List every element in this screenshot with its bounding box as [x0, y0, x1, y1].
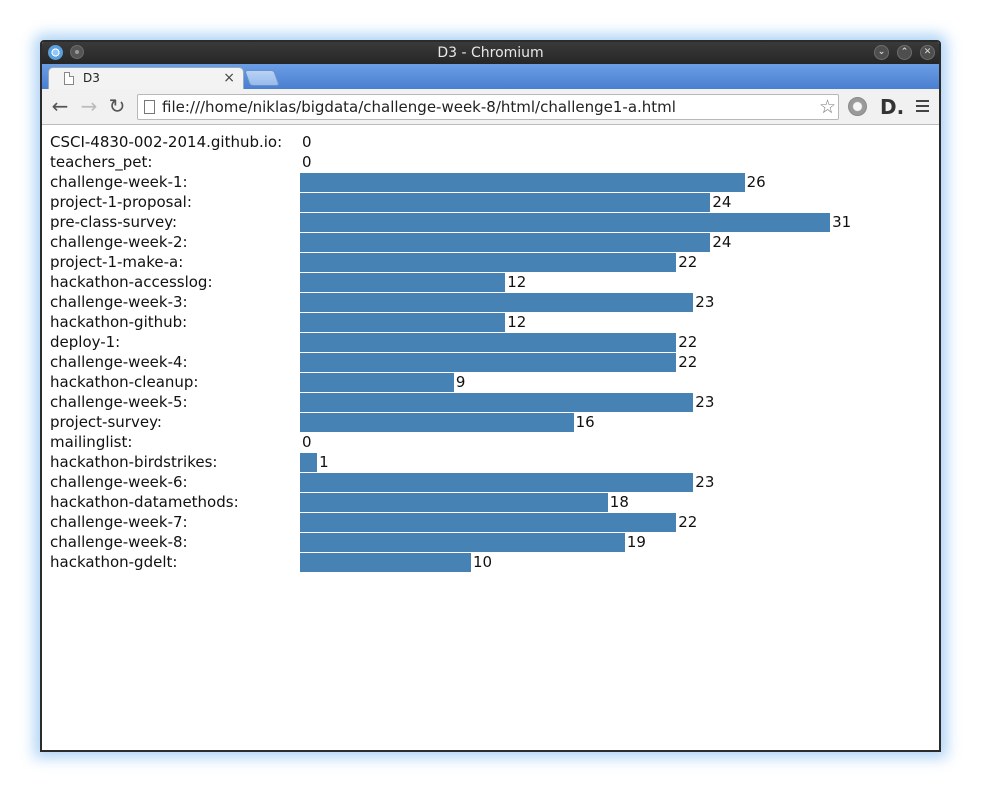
category-label: challenge-week-2:	[50, 233, 188, 251]
extension-d-icon[interactable]: D.	[880, 95, 905, 119]
bar	[300, 413, 574, 432]
data-label: 10	[473, 553, 493, 571]
category-label: challenge-week-6:	[50, 473, 188, 491]
bar	[300, 453, 318, 472]
bar	[300, 553, 471, 572]
toolbar: ← → ↻ file:///home/niklas/bigdata/challe…	[42, 89, 939, 125]
category-label: challenge-week-7:	[50, 513, 188, 531]
bar	[300, 313, 506, 332]
menu-icon[interactable]	[916, 100, 929, 113]
maximize-icon[interactable]: ⌃	[897, 45, 912, 60]
data-label: 18	[609, 493, 629, 511]
tab-label: D3	[83, 71, 100, 85]
bar	[300, 213, 831, 232]
window-title: D3 - Chromium	[437, 45, 544, 61]
chromium-icon[interactable]	[48, 45, 63, 60]
data-label: 12	[507, 313, 527, 331]
category-label: CSCI-4830-002-2014.github.io:	[50, 133, 283, 151]
bar	[300, 493, 608, 512]
category-label: challenge-week-3:	[50, 293, 188, 311]
extension-icon[interactable]	[848, 97, 867, 116]
back-arrow-icon[interactable]: ←	[51, 94, 69, 118]
url-text[interactable]: file:///home/niklas/bigdata/challenge-we…	[162, 98, 676, 116]
category-label: project-1-make-a:	[50, 253, 184, 271]
bar	[300, 273, 506, 292]
bar	[300, 233, 711, 252]
minimize-icon[interactable]: ⌄	[874, 45, 889, 60]
data-label: 9	[455, 373, 466, 391]
data-label: 0	[302, 433, 312, 451]
bar	[300, 193, 711, 212]
bar	[300, 253, 677, 272]
category-label: hackathon-birdstrikes:	[50, 453, 218, 471]
data-label: 22	[678, 353, 698, 371]
category-label: challenge-week-8:	[50, 533, 188, 551]
data-label: 24	[712, 233, 732, 251]
tab-d3[interactable]: D3 ×	[48, 67, 244, 89]
new-tab-button[interactable]	[244, 70, 280, 86]
category-label: pre-class-survey:	[50, 213, 178, 231]
bar	[300, 333, 677, 352]
close-window-icon[interactable]: ✕	[920, 45, 935, 60]
category-label: challenge-week-5:	[50, 393, 188, 411]
category-label: project-1-proposal:	[50, 193, 192, 211]
data-label: 23	[695, 473, 715, 491]
page-viewport: CSCI-4830-002-2014.github.io: 0 teachers_p…	[42, 126, 939, 750]
file-icon	[144, 100, 155, 114]
data-label: 22	[678, 333, 698, 351]
title-bar[interactable]: D3 - Chromium ⌄ ⌃ ✕	[42, 42, 939, 64]
data-label: 1	[319, 453, 329, 471]
category-label: mailinglist:	[50, 433, 133, 451]
window-menu-icon[interactable]	[70, 45, 84, 59]
category-label: challenge-week-4:	[50, 353, 188, 371]
bar	[300, 473, 694, 492]
bar	[300, 293, 694, 312]
data-label: 22	[678, 253, 698, 271]
data-label: 0	[302, 153, 312, 171]
data-label: 0	[302, 133, 312, 151]
data-label: 23	[695, 393, 715, 411]
category-label: teachers_pet:	[50, 153, 153, 171]
category-label: deploy-1:	[50, 333, 121, 351]
bar	[300, 533, 625, 552]
bar	[300, 373, 454, 392]
forward-arrow-icon[interactable]: →	[80, 94, 98, 118]
data-label: 31	[832, 213, 852, 231]
bar	[300, 393, 694, 412]
data-label: 22	[678, 513, 698, 531]
browser-window: D3 - Chromium ⌄ ⌃ ✕ D3 × ← → ↻ file:///h…	[40, 40, 941, 752]
bar	[300, 513, 677, 532]
category-label: challenge-week-1:	[50, 173, 188, 191]
category-label: hackathon-datamethods:	[50, 493, 239, 511]
data-label: 23	[695, 293, 715, 311]
category-label: hackathon-cleanup:	[50, 373, 199, 391]
data-label: 16	[575, 413, 595, 431]
reload-icon[interactable]: ↻	[108, 94, 126, 118]
tab-close-icon[interactable]: ×	[223, 70, 235, 86]
bar	[300, 173, 745, 192]
bookmark-star-icon[interactable]: ☆	[818, 96, 836, 118]
data-label: 26	[746, 173, 766, 191]
category-label: project-survey:	[50, 413, 162, 431]
data-label: 24	[712, 193, 732, 211]
bar	[300, 353, 677, 372]
page-icon	[64, 72, 74, 85]
data-label: 19	[626, 533, 646, 551]
data-label: 12	[507, 273, 527, 291]
category-label: hackathon-gdelt:	[50, 553, 178, 571]
category-label: hackathon-accesslog:	[50, 273, 213, 291]
tab-strip: D3 ×	[42, 64, 939, 89]
address-bar[interactable]: file:///home/niklas/bigdata/challenge-we…	[137, 94, 839, 120]
category-label: hackathon-github:	[50, 313, 188, 331]
